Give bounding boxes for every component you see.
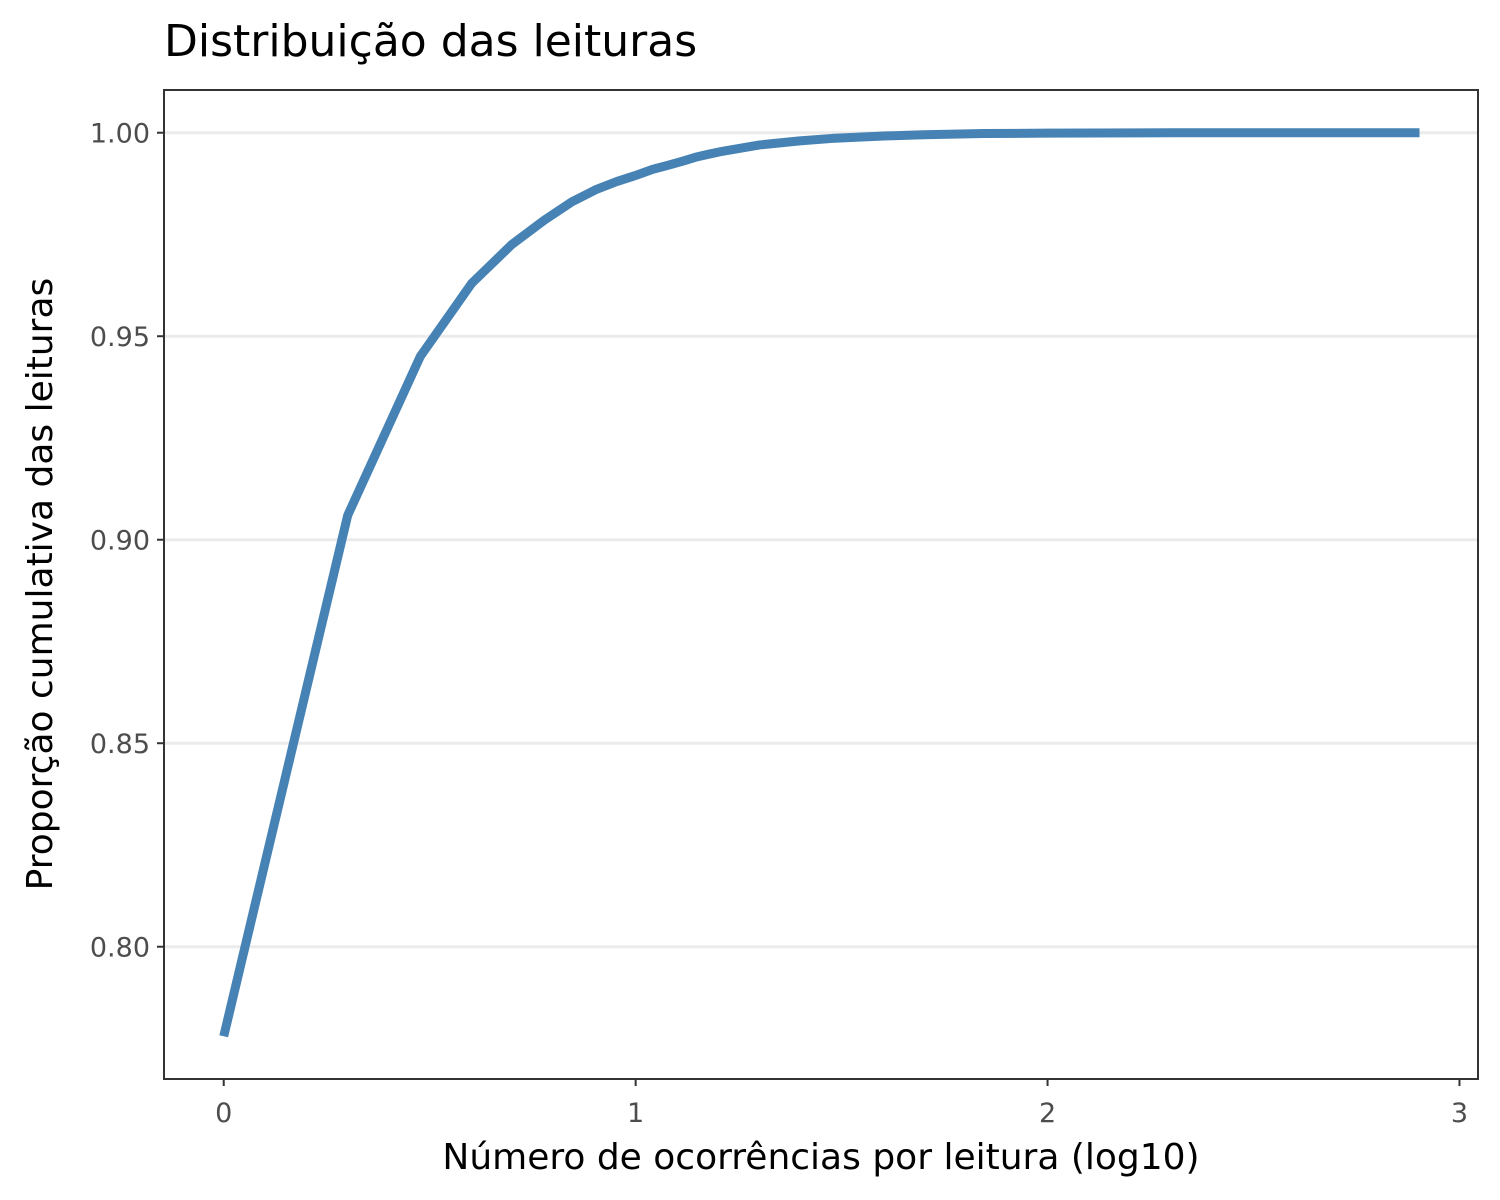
chart-title: Distribuição das leituras: [164, 16, 697, 67]
x-tick-label: 2: [1039, 1098, 1056, 1129]
y-tick-label: 1.00: [90, 119, 150, 150]
panel-border: [163, 89, 1479, 1080]
ticks-layer: 0.80 0.85 0.90 0.95 1.00 0 1 2 3: [90, 119, 1468, 1129]
series-line: [219, 128, 1420, 1038]
x-tick-label: 1: [627, 1098, 644, 1129]
y-axis-label: Proporção cumulativa das leituras: [20, 278, 61, 891]
x-axis-label: Número de ocorrências por leitura (log10…: [442, 1137, 1199, 1178]
x-tick-label: 3: [1451, 1098, 1468, 1129]
grid-layer: [164, 131, 1478, 949]
y-tick-label: 0.85: [90, 729, 150, 760]
y-tick-label: 0.90: [90, 526, 150, 557]
y-tick-label: 0.80: [90, 933, 150, 964]
series-layer: [219, 128, 1420, 1038]
y-tick-label: 0.95: [90, 322, 150, 353]
x-tick-label: 0: [215, 1098, 232, 1129]
